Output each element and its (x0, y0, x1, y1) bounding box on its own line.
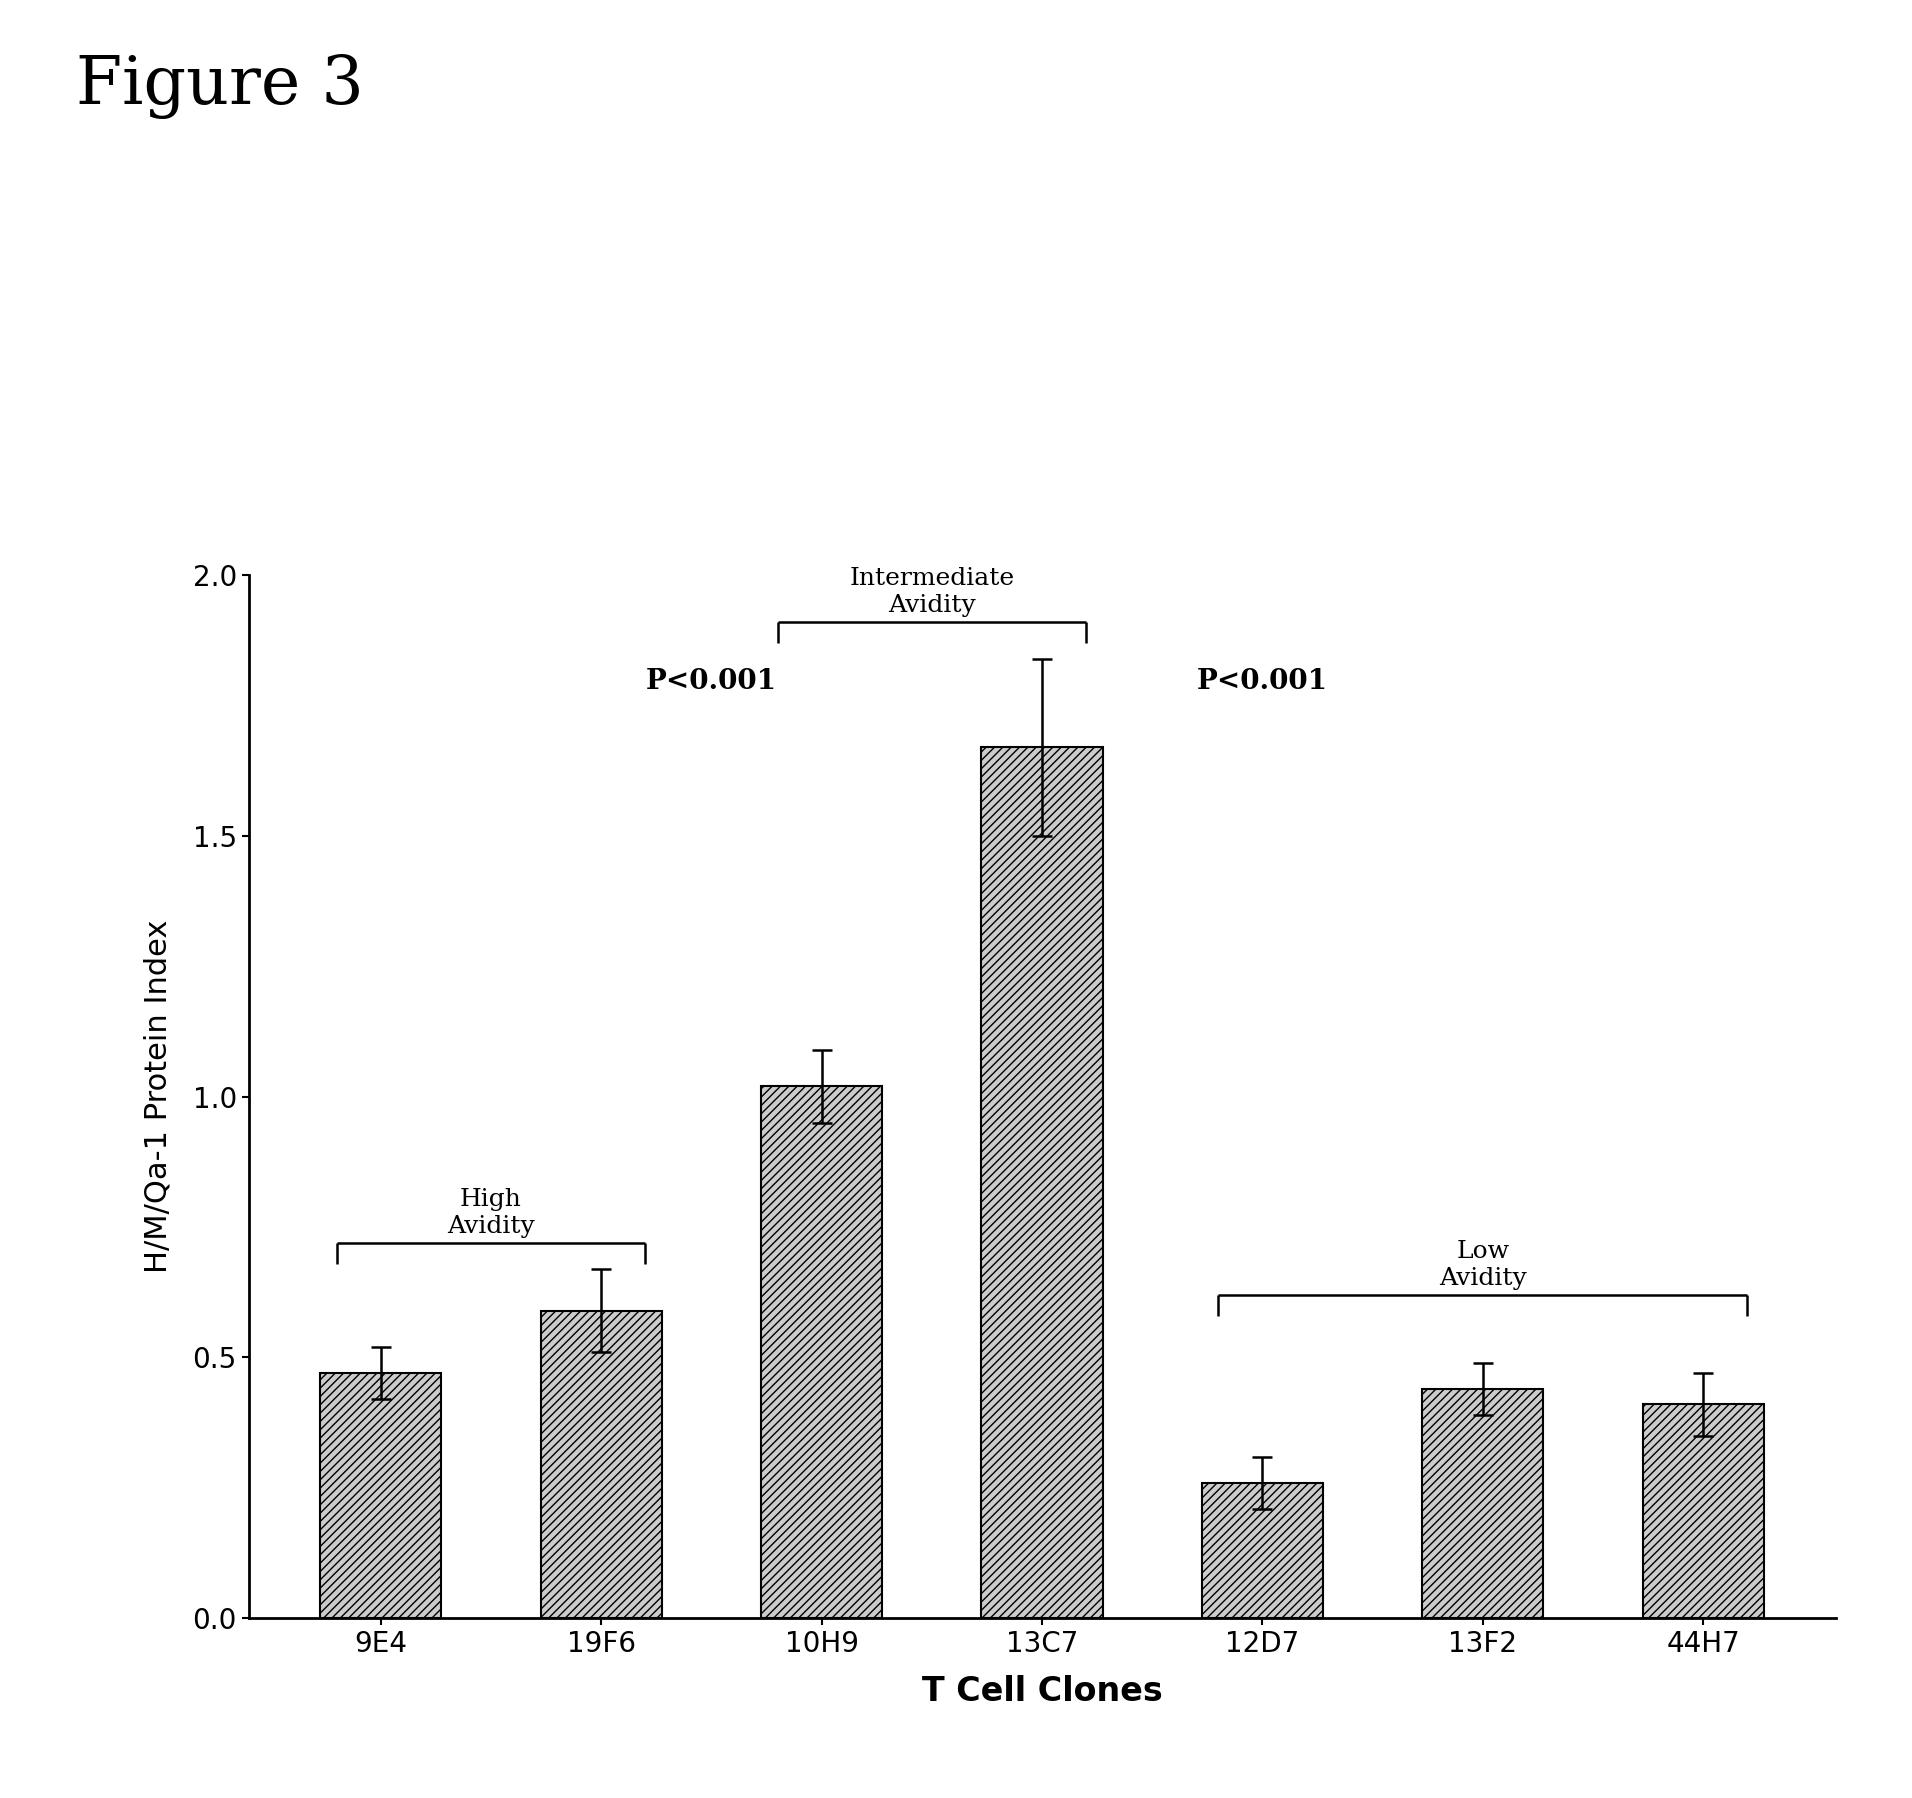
Text: Figure 3: Figure 3 (76, 54, 365, 119)
Bar (319, 1374, 442, 1618)
Text: High
Avidity: High Avidity (447, 1188, 535, 1237)
Bar (1642, 1404, 1765, 1618)
Text: P<0.001: P<0.001 (1197, 669, 1329, 696)
Text: Intermediate
Avidity: Intermediate Avidity (849, 568, 1015, 617)
Y-axis label: H/M/Qa-1 Protein Index: H/M/Qa-1 Protein Index (143, 921, 172, 1273)
Bar (541, 1311, 662, 1618)
Text: Low
Avidity: Low Avidity (1440, 1241, 1528, 1289)
Bar (761, 1086, 881, 1618)
X-axis label: T Cell Clones: T Cell Clones (922, 1674, 1162, 1708)
Bar (1423, 1388, 1543, 1618)
Bar (1203, 1483, 1323, 1618)
Text: P<0.001: P<0.001 (646, 669, 776, 696)
Bar (981, 748, 1103, 1618)
